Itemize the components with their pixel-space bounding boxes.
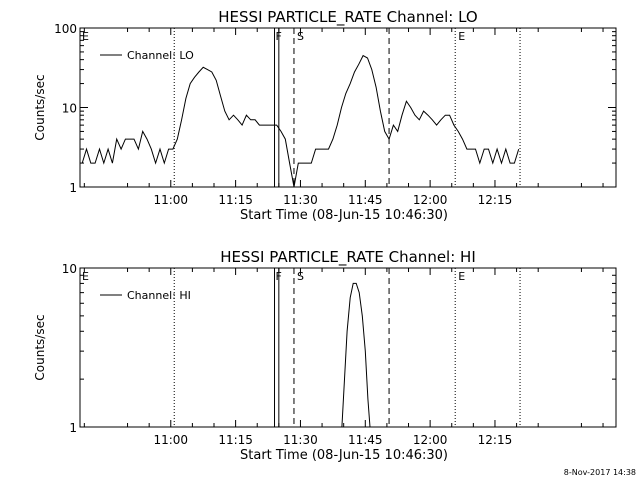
y-tick-label: 100 [54, 22, 77, 36]
event-marker-label: E [82, 30, 89, 43]
x-tick-label: 12:00 [413, 433, 448, 447]
x-tick-label: 11:30 [283, 193, 318, 207]
footer-timestamp: 8-Nov-2017 14:38 [563, 468, 636, 477]
event-marker-label: E [458, 30, 465, 43]
x-tick-label: 11:00 [153, 433, 188, 447]
event-marker-label: S [297, 30, 304, 43]
legend-label: Channel: LO [127, 49, 194, 62]
x-axis-label: Start Time (08-Jun-15 10:46:30) [240, 448, 448, 463]
y-tick-label: 10 [62, 102, 77, 116]
x-tick-label: 12:00 [413, 193, 448, 207]
x-tick-label: 12:15 [478, 433, 513, 447]
series-line-1 [341, 282, 371, 427]
x-tick-label: 11:45 [348, 433, 383, 447]
x-axis-label: Start Time (08-Jun-15 10:46:30) [240, 208, 448, 223]
chart-panel-2: HESSI PARTICLE_RATE Channel: HI 11:00 11:1… [33, 248, 617, 463]
y-axis-label: Counts/sec [33, 74, 47, 140]
x-tick-label: 11:30 [283, 433, 318, 447]
y-axis-label: Counts/sec [33, 314, 47, 380]
x-tick-label: 11:45 [348, 193, 383, 207]
chart-title: HESSI PARTICLE_RATE Channel: HI [220, 248, 476, 267]
x-tick-label: 12:15 [478, 193, 513, 207]
y-tick-label: 1 [69, 181, 77, 195]
legend-label: Channel: HI [127, 289, 191, 302]
chart-panel-1: HESSI PARTICLE_RATE Channel: LO 11:00 11:1… [33, 8, 617, 223]
chart-title: HESSI PARTICLE_RATE Channel: LO [218, 8, 477, 27]
x-tick-label: 11:00 [153, 193, 188, 207]
x-tick-label: 11:15 [218, 433, 253, 447]
event-marker-label: E [458, 270, 465, 283]
y-tick-label: 10 [62, 262, 77, 276]
event-marker-label: E [82, 270, 89, 283]
series-line-1 [81, 54, 520, 187]
plot-frame [79, 267, 617, 428]
x-tick-label: 11:15 [218, 193, 253, 207]
event-marker-label: S [297, 270, 304, 283]
y-tick-label: 1 [69, 421, 77, 435]
